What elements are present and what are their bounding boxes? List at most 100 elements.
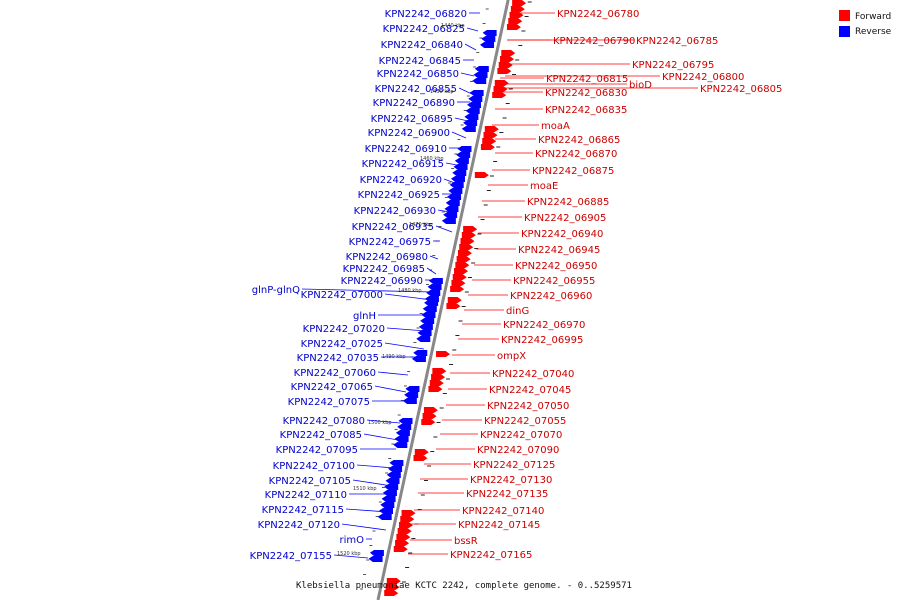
reverse-gene-arrow[interactable] [388, 466, 403, 472]
forward-gene-label[interactable]: KPN2242_06780 [557, 9, 639, 20]
reverse-gene-arrow[interactable] [445, 200, 460, 206]
reverse-gene-arrow[interactable] [377, 514, 392, 520]
reverse-gene-label[interactable]: KPN2242_07105 [269, 476, 351, 487]
forward-gene-label[interactable]: KPN2242_06885 [527, 197, 609, 208]
forward-gene-label[interactable]: KPN2242_07045 [489, 385, 571, 396]
reverse-gene-arrow[interactable] [418, 324, 433, 330]
reverse-gene-arrow[interactable] [402, 398, 417, 404]
reverse-gene-arrow[interactable] [417, 330, 432, 336]
reverse-gene-arrow[interactable] [454, 158, 469, 164]
forward-gene-arrow[interactable] [482, 138, 497, 144]
forward-gene-label[interactable]: KPN2242_06800 [662, 72, 744, 83]
reverse-gene-label[interactable]: KPN2242_07100 [273, 461, 355, 472]
reverse-gene-arrow[interactable] [416, 336, 431, 342]
forward-gene-arrow[interactable] [461, 232, 476, 238]
reverse-gene-arrow[interactable] [398, 418, 413, 424]
reverse-gene-label[interactable]: KPN2242_06915 [362, 159, 444, 170]
forward-gene-arrow[interactable] [450, 286, 465, 292]
reverse-gene-arrow[interactable] [447, 194, 462, 200]
reverse-gene-arrow[interactable] [405, 386, 420, 392]
forward-gene-label[interactable]: KPN2242_07125 [473, 460, 555, 471]
reverse-gene-label[interactable]: KPN2242_07120 [258, 520, 340, 531]
forward-gene-arrow[interactable] [483, 132, 498, 138]
reverse-gene-arrow[interactable] [463, 120, 478, 126]
forward-gene-arrow[interactable] [457, 250, 472, 256]
forward-gene-label[interactable]: KPN2242_06940 [521, 229, 603, 240]
forward-gene-arrow[interactable] [493, 86, 508, 92]
reverse-gene-arrow[interactable] [441, 218, 456, 224]
reverse-gene-label[interactable]: KPN2242_06850 [377, 69, 459, 80]
forward-gene-label[interactable]: KPN2242_06955 [513, 276, 595, 287]
forward-gene-label[interactable]: dinG [506, 306, 529, 317]
forward-gene-arrow[interactable] [451, 280, 466, 286]
reverse-gene-arrow[interactable] [452, 170, 467, 176]
reverse-gene-arrow[interactable] [380, 502, 395, 508]
forward-gene-arrow[interactable] [499, 56, 514, 62]
forward-gene-arrow[interactable] [510, 6, 525, 12]
forward-gene-label[interactable]: KPN2242_06790 [553, 36, 635, 47]
reverse-gene-arrow[interactable] [428, 278, 443, 284]
forward-gene-label[interactable]: KPN2242_07135 [466, 489, 548, 500]
reverse-gene-label[interactable]: KPN2242_06855 [375, 84, 457, 95]
reverse-gene-label[interactable]: KPN2242_07075 [288, 397, 370, 408]
forward-gene-arrow[interactable] [455, 262, 470, 268]
forward-gene-label[interactable]: bssR [454, 536, 478, 547]
forward-gene-arrow[interactable] [431, 374, 446, 380]
forward-gene-label[interactable]: KPN2242_06875 [532, 166, 614, 177]
reverse-gene-arrow[interactable] [450, 176, 465, 182]
reverse-gene-arrow[interactable] [413, 350, 428, 356]
forward-gene-arrow[interactable] [452, 274, 467, 280]
forward-gene-label[interactable]: ompX [497, 351, 526, 362]
forward-gene-arrow[interactable] [413, 455, 428, 461]
reverse-gene-label[interactable]: KPN2242_06825 [383, 24, 465, 35]
forward-gene-label[interactable]: moaE [530, 181, 558, 192]
forward-gene-label[interactable]: KPN2242_07165 [450, 550, 532, 561]
forward-gene-arrow[interactable] [474, 172, 489, 178]
forward-gene-arrow[interactable] [506, 24, 521, 30]
forward-gene-label[interactable]: KPN2242_07050 [487, 401, 569, 412]
forward-gene-label[interactable]: KPN2242_07130 [470, 475, 552, 486]
forward-gene-arrow[interactable] [454, 268, 469, 274]
reverse-gene-label[interactable]: KPN2242_06975 [349, 237, 431, 248]
reverse-gene-label[interactable]: KPN2242_06840 [381, 40, 463, 51]
reverse-gene-arrow[interactable] [382, 490, 397, 496]
forward-gene-arrow[interactable] [396, 534, 411, 540]
forward-gene-arrow[interactable] [385, 584, 400, 590]
forward-gene-arrow[interactable] [436, 351, 451, 357]
reverse-gene-label[interactable]: KPN2242_07095 [276, 445, 358, 456]
forward-gene-arrow[interactable] [395, 540, 410, 546]
reverse-gene-arrow[interactable] [426, 290, 441, 296]
reverse-gene-label[interactable]: KPN2242_06930 [354, 206, 436, 217]
forward-gene-label[interactable]: KPN2242_06995 [501, 335, 583, 346]
forward-gene-label[interactable]: KPN2242_06905 [524, 213, 606, 224]
forward-gene-arrow[interactable] [401, 510, 416, 516]
forward-gene-arrow[interactable] [484, 126, 499, 132]
forward-gene-arrow[interactable] [463, 226, 478, 232]
reverse-gene-label[interactable]: KPN2242_07080 [283, 416, 365, 427]
reverse-gene-label[interactable]: KPN2242_06980 [346, 252, 428, 263]
forward-gene-arrow[interactable] [423, 407, 438, 413]
forward-gene-label[interactable]: KPN2242_06950 [515, 261, 597, 272]
reverse-gene-label[interactable]: KPN2242_07110 [265, 490, 347, 501]
reverse-gene-arrow[interactable] [474, 66, 489, 72]
reverse-gene-label[interactable]: KPN2242_07115 [262, 505, 344, 516]
reverse-gene-label[interactable]: KPN2242_06820 [385, 9, 467, 20]
reverse-gene-arrow[interactable] [385, 478, 400, 484]
reverse-gene-arrow[interactable] [468, 96, 483, 102]
reverse-gene-label[interactable]: KPN2242_06845 [379, 56, 461, 67]
forward-gene-arrow[interactable] [447, 297, 462, 303]
reverse-gene-label[interactable]: KPN2242_07065 [291, 382, 373, 393]
reverse-gene-label[interactable]: KPN2242_06910 [365, 144, 447, 155]
reverse-gene-label[interactable]: KPN2242_06890 [373, 98, 455, 109]
reverse-gene-arrow[interactable] [481, 36, 496, 42]
reverse-gene-label[interactable]: KPN2242_07155 [250, 551, 332, 562]
forward-gene-arrow[interactable] [414, 449, 429, 455]
forward-gene-label[interactable]: KPN2242_06785 [636, 36, 718, 47]
forward-gene-label[interactable]: KPN2242_06835 [545, 105, 627, 116]
reverse-gene-arrow[interactable] [397, 424, 412, 430]
forward-gene-arrow[interactable] [494, 80, 509, 86]
forward-gene-arrow[interactable] [400, 516, 415, 522]
forward-gene-arrow[interactable] [398, 522, 413, 528]
forward-gene-label[interactable]: moaA [541, 121, 570, 132]
reverse-gene-arrow[interactable] [411, 356, 426, 362]
